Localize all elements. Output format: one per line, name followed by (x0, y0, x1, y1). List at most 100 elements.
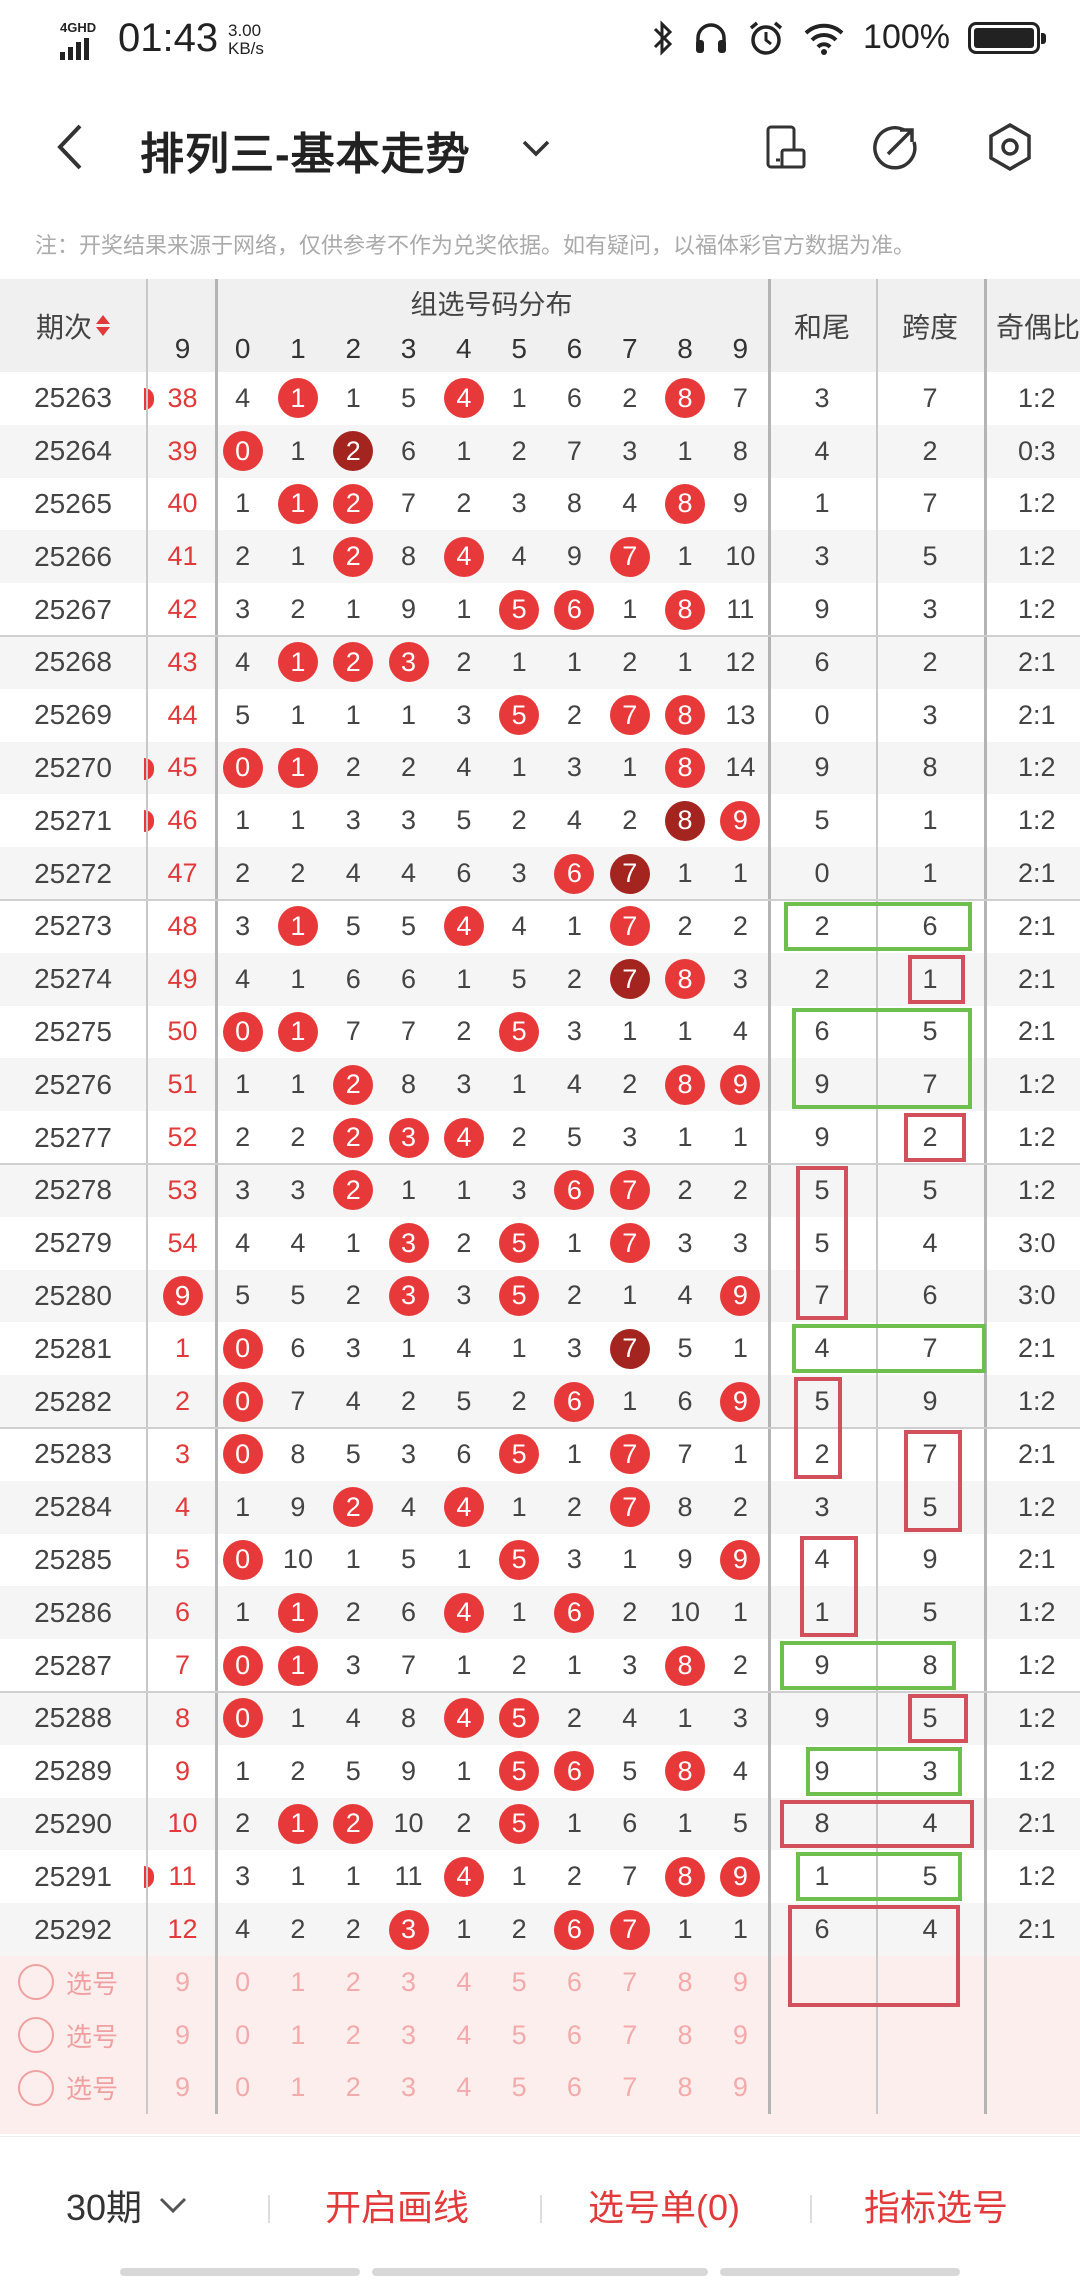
table-row[interactable]: 25272 47 2 2 4 4 6 3 6 7 1 1 0 1 2:1 (0, 847, 1080, 900)
select-digit-6[interactable]: 6 (566, 2072, 582, 2103)
drawn-number-ball: 7 (609, 1170, 650, 1211)
digit-cell-3: 6 (401, 963, 417, 994)
table-row[interactable]: 25273 48 3 1 5 5 4 4 1 7 2 2 2 6 2:1 (0, 900, 1080, 953)
sum-tail-value: 2 (814, 963, 830, 994)
period-count-selector[interactable]: 30期 (66, 2177, 190, 2233)
digit-cell-2: 2 (326, 530, 381, 583)
select-digit-4[interactable]: 4 (456, 2072, 472, 2103)
select-checkbox[interactable] (18, 1964, 54, 2000)
select-digit-3[interactable]: 3 (401, 2072, 417, 2103)
table-row[interactable]: 25279 54 4 4 1 3 2 5 1 7 3 3 5 4 3:0 (0, 1217, 1080, 1270)
chevron-down-icon[interactable] (518, 134, 554, 162)
table-row[interactable]: 25277 52 2 2 2 3 4 2 5 3 1 1 9 2 1:2 (0, 1111, 1080, 1164)
sum-tail-value: 4 (814, 1544, 830, 1575)
back-icon[interactable] (50, 122, 90, 172)
table-row[interactable]: 25263 38 4 1 1 5 4 1 6 2 8 7 3 7 1:2 (0, 372, 1080, 425)
table-row[interactable]: 25278 53 3 3 2 1 1 3 6 7 2 2 5 5 1:2 (0, 1164, 1080, 1217)
select-digit-6[interactable]: 6 (566, 2019, 582, 2050)
select-digit-9[interactable]: 9 (732, 2072, 748, 2103)
select-digit-9[interactable]: 9 (732, 1966, 748, 1997)
table-row[interactable]: 25274 49 4 1 6 6 1 5 2 7 8 3 2 1 2:1 (0, 952, 1080, 1006)
table-row[interactable]: 25266 41 2 1 2 8 4 4 9 7 1 10 3 5 1:2 (0, 530, 1080, 584)
table-row[interactable]: 25280 9 5 5 2 3 3 5 2 1 4 9 7 6 3:0 (0, 1269, 1080, 1323)
select-digit-3[interactable]: 3 (401, 2019, 417, 2050)
select-miss[interactable]: 9 (174, 2019, 191, 2050)
drawn-number-ball: 5 (499, 1275, 540, 1316)
drawn-number-ball: 7 (609, 695, 650, 736)
share-icon[interactable] (870, 122, 920, 172)
table-row[interactable]: 25275 50 0 1 7 7 2 5 3 1 1 4 6 5 2:1 (0, 1006, 1080, 1059)
settings-icon[interactable] (985, 122, 1035, 172)
select-checkbox[interactable] (18, 2069, 54, 2106)
table-row[interactable]: 25267 42 3 2 1 9 1 5 6 1 8 11 9 3 1:2 (0, 583, 1080, 636)
table-row[interactable]: 25265 40 1 1 2 7 2 3 8 4 8 9 1 7 1:2 (0, 478, 1080, 531)
select-digit-8[interactable]: 8 (677, 2019, 693, 2050)
table-row[interactable]: 25270 45 0 1 2 2 4 1 3 1 8 14 9 8 1:2 (0, 741, 1080, 795)
select-digit-4[interactable]: 4 (456, 2019, 472, 2050)
sort-icon[interactable] (96, 315, 110, 336)
table-row[interactable]: 25271 46 1 1 3 3 5 2 4 2 8 9 5 1 1:2 (0, 794, 1080, 847)
table-row[interactable]: 25292 12 4 2 2 3 1 2 6 7 1 1 6 4 2:1 (0, 1903, 1080, 1956)
select-digit-1[interactable]: 1 (290, 2019, 306, 2050)
period-header[interactable]: 期次 (0, 279, 146, 372)
select-digit-3[interactable]: 3 (401, 1966, 417, 1997)
selection-list-button[interactable]: 选号单(0) (588, 2187, 740, 2228)
drawn-number-ball: 7 (609, 1223, 650, 1264)
table-row[interactable]: 25286 6 1 1 2 6 4 1 6 2 10 1 1 5 1:2 (0, 1586, 1080, 1640)
table-row[interactable]: 25282 2 0 7 4 2 5 2 6 1 6 9 5 9 1:2 (0, 1375, 1080, 1428)
table-row[interactable]: 25283 3 0 8 5 3 6 5 1 7 7 1 2 7 2:1 (0, 1428, 1080, 1481)
table-row[interactable]: 25289 9 1 2 5 9 1 5 6 5 8 4 9 3 1:2 (0, 1745, 1080, 1798)
select-miss[interactable]: 9 (174, 2072, 191, 2103)
select-digit-5[interactable]: 5 (511, 2072, 527, 2103)
select-digit-8[interactable]: 8 (677, 2072, 693, 2103)
digit-cell-2: 6 (345, 963, 361, 994)
table-row[interactable]: 25285 5 0 10 1 5 1 5 3 1 9 9 4 9 2:1 (0, 1534, 1080, 1587)
digit-cell-8: 8 (657, 742, 712, 795)
select-digit-0[interactable]: 0 (235, 1966, 251, 1997)
select-digit-2[interactable]: 2 (345, 2019, 361, 2050)
select-digit-7[interactable]: 7 (622, 2019, 638, 2050)
select-digit-5[interactable]: 5 (511, 2019, 527, 2050)
table-row[interactable]: 25287 7 0 1 3 7 1 2 1 3 8 2 9 8 1:2 (0, 1639, 1080, 1692)
table-row[interactable]: 25288 8 0 1 4 8 4 5 2 4 1 3 9 5 1:2 (0, 1692, 1080, 1745)
digit-cell-3: 5 (401, 910, 417, 941)
table-row[interactable]: 25284 4 1 9 2 4 4 1 2 7 8 2 3 5 1:2 (0, 1480, 1080, 1534)
digit-cell-3: 7 (401, 488, 417, 519)
draw-lines-button[interactable]: 开启画线 (325, 2187, 470, 2228)
indicator-select-button[interactable]: 指标选号 (864, 2187, 1009, 2228)
digit-cell-7: 7 (602, 900, 657, 953)
select-digit-8[interactable]: 8 (677, 1966, 693, 1997)
drawn-number-ball: 8 (665, 1064, 706, 1105)
select-digit-7[interactable]: 7 (622, 2072, 638, 2103)
select-digit-9[interactable]: 9 (732, 2019, 748, 2050)
select-digit-2[interactable]: 2 (345, 1966, 361, 1997)
page-title[interactable]: 排列三-基本走势 (140, 130, 471, 179)
select-digit-1[interactable]: 1 (290, 2072, 306, 2103)
annotation-box (796, 1166, 848, 1321)
digit-cell-4: 2 (456, 1227, 472, 1258)
select-digit-2[interactable]: 2 (345, 2072, 361, 2103)
digit-cell-0: 2 (235, 541, 251, 572)
phone-rotate-icon[interactable] (760, 122, 810, 172)
select-miss[interactable]: 9 (174, 1966, 191, 1997)
select-checkbox[interactable] (18, 2016, 54, 2053)
table-row[interactable]: 25281 1 0 6 3 1 4 1 3 7 5 1 4 7 2:1 (0, 1322, 1080, 1375)
select-digit-1[interactable]: 1 (290, 1966, 306, 1997)
select-digit-5[interactable]: 5 (511, 1966, 527, 1997)
sum-tail-value: 6 (814, 646, 830, 677)
select-digit-0[interactable]: 0 (235, 2072, 251, 2103)
table-row[interactable]: 25268 43 4 1 2 3 2 1 1 2 1 12 6 2 2:1 (0, 636, 1080, 689)
span-value: 4 (922, 1808, 938, 1839)
table-row[interactable]: 25264 39 0 1 2 6 1 2 7 3 1 8 4 2 0:3 (0, 424, 1080, 478)
table-row[interactable]: 25276 51 1 1 2 8 3 1 4 2 8 9 9 7 1:2 (0, 1058, 1080, 1112)
select-digit-0[interactable]: 0 (235, 2019, 251, 2050)
table-row[interactable]: 25269 44 5 1 1 1 3 5 2 7 8 13 0 3 2:1 (0, 689, 1080, 742)
select-digit-4[interactable]: 4 (456, 1966, 472, 1997)
select-digit-6[interactable]: 6 (566, 1966, 582, 1997)
digit-cell-9: 12 (725, 646, 756, 677)
table-row[interactable]: 25290 10 2 1 2 10 2 5 1 6 1 5 8 4 2:1 (0, 1797, 1080, 1851)
digit-cell-7: 1 (622, 1544, 638, 1575)
select-digit-7[interactable]: 7 (622, 1966, 638, 1997)
drawn-number-ball: 2 (333, 1170, 374, 1211)
table-row[interactable]: 25291 11 3 1 1 11 4 1 2 7 8 9 1 5 1:2 (0, 1850, 1080, 1903)
